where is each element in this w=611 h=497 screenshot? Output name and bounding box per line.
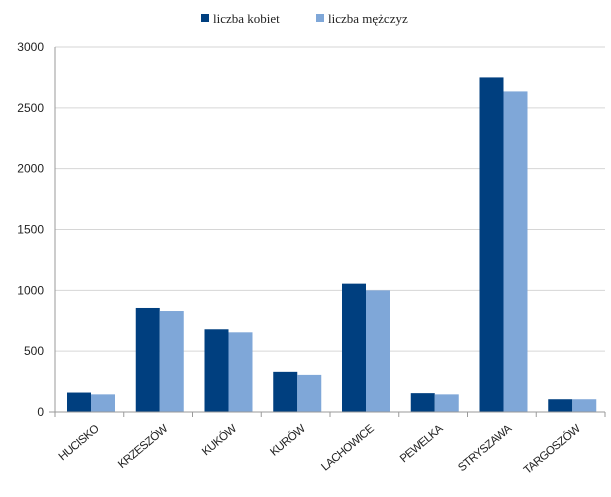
bar-kurów-mezczyz [297,374,322,412]
bar-kurów-kobiet [273,371,298,412]
x-axis-ticks: HUCISKO KRZESZÓW KUKÓW KURÓW LACHOWICE PEWELK… [57,422,583,477]
y-tick-label: 0 [37,405,44,419]
bar-kuków-kobiet [204,329,229,412]
bar-krzeszów-kobiet [135,307,160,412]
y-tick-label: 2000 [17,162,44,176]
bars [67,77,597,413]
x-tick-label: LACHOWICE [319,423,377,474]
x-tick-label: HUCISKO [57,423,102,464]
bar-hucisko-kobiet [67,392,91,412]
axes [49,47,606,417]
x-tick-label: KRZESZÓW [115,422,170,471]
bar-pewelka-mezczyz [434,394,459,412]
bar-lachowice-mezczyz [366,290,390,412]
x-tick-label: TARGOSZÓW [521,422,583,477]
y-tick-label: 1500 [17,223,44,237]
bar-krzeszów-mezczyz [159,311,184,412]
x-tick-label: PEWELKA [398,423,446,466]
legend-label-1: liczba kobiet [213,11,280,26]
bar-kuków-mezczyz [228,332,253,412]
y-axis-ticks: 0 500 1000 1500 2000 2500 3000 [17,40,44,419]
y-tick-label: 2500 [17,101,44,115]
y-tick-label: 3000 [17,40,44,54]
bar-lachowice-kobiet [342,283,366,412]
bar-hucisko-mezczyz [91,394,115,412]
y-tick-label: 500 [24,344,44,358]
legend-label-2: liczba mężczyz [328,11,408,26]
bar-targoszów-mezczyz [572,399,597,412]
bar-stryszawa-kobiet [479,77,504,413]
y-tick-label: 1000 [17,283,44,297]
x-tick-label: KUKÓW [199,422,239,458]
x-tick-label: STRYSZAWA [456,423,514,475]
bar-stryszawa-mezczyz [503,91,528,413]
bar-targoszów-kobiet [548,399,573,412]
legend-swatch-1 [201,14,209,22]
bar-pewelka-kobiet [410,393,435,412]
legend-swatch-2 [316,14,324,22]
legend: liczba kobiet liczba mężczyz [201,11,408,26]
x-tick-label: KURÓW [268,422,308,459]
